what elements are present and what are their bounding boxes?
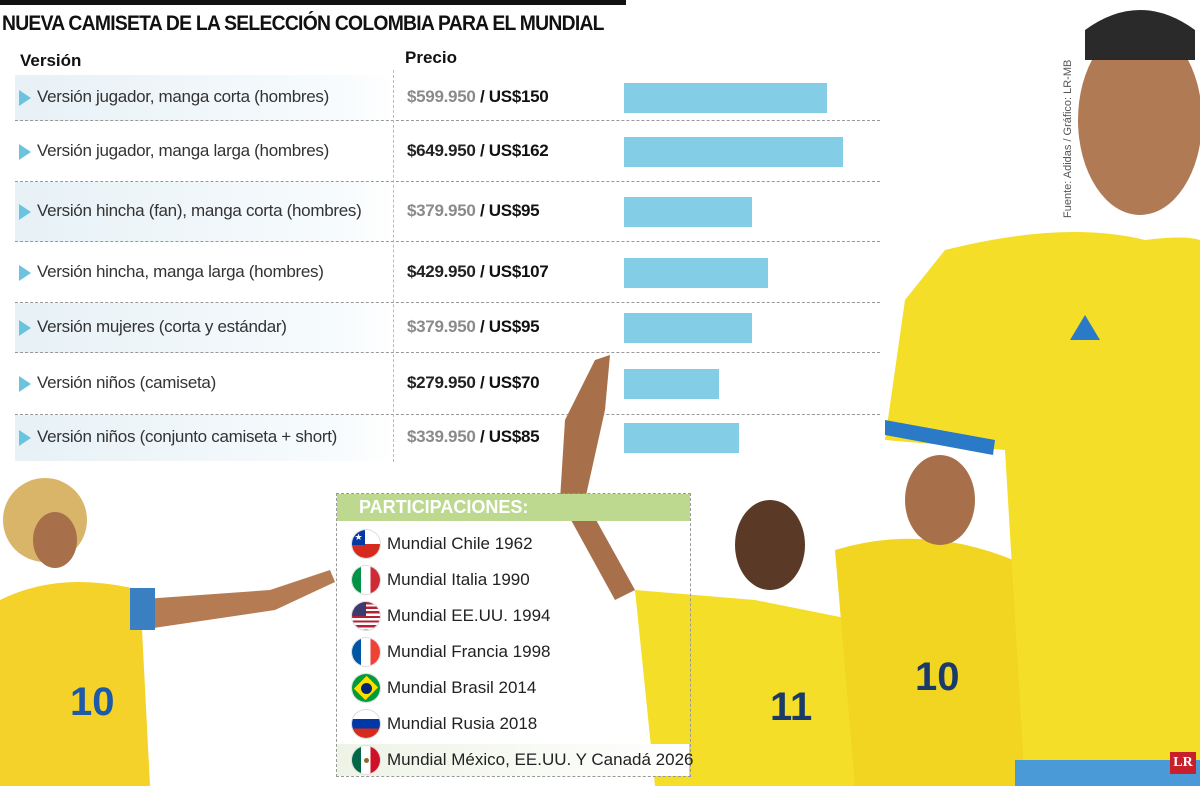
price-bar <box>624 369 719 399</box>
version-label: Versión niños (conjunto camiseta + short… <box>37 427 338 446</box>
participation-label: Mundial Rusia 2018 <box>387 714 538 733</box>
price-cop: $429.950 <box>407 261 476 281</box>
participation-item: Mundial Italia 1990 <box>351 564 530 596</box>
source-credit: Fuente: Adidas / Gráfico: LR-MB <box>1062 59 1074 218</box>
price-bar <box>624 313 753 343</box>
row-separator <box>15 120 880 121</box>
row-shade <box>15 303 395 353</box>
price-cop: $599.950 <box>407 87 476 106</box>
version-label: Versión mujeres (corta y estándar) <box>37 317 287 336</box>
version-label: Versión jugador, manga larga (hombres) <box>37 140 329 160</box>
price-cop: $339.950 <box>407 427 476 446</box>
table-row: Versión jugador, manga corta (hombres) $5… <box>0 75 880 121</box>
price-usd: / US$150 <box>479 87 549 106</box>
model-photo <box>885 10 1200 786</box>
title-rule <box>0 0 626 5</box>
column-divider <box>393 70 394 462</box>
price-bar <box>624 257 769 288</box>
table-row: Versión mujeres (corta y estándar) $379.9… <box>0 303 880 353</box>
price-value: $649.950 / US$162 <box>407 140 549 161</box>
price-value: $429.950 / US$107 <box>407 261 549 282</box>
price-value: $379.950 / US$95 <box>407 201 540 221</box>
row-separator <box>15 414 880 415</box>
version-label: Versión niños (camiseta) <box>37 373 216 392</box>
row-shade <box>15 182 395 242</box>
participation-label: Mundial Brasil 2014 <box>387 678 537 697</box>
participation-item: Mundial EE.UU. 1994 <box>351 600 550 632</box>
table-row: Versión hincha (fan), manga corta (hombr… <box>0 182 880 242</box>
price-usd: / US$95 <box>479 317 540 336</box>
price-cop: $279.950 <box>407 373 476 392</box>
price-cop: $379.950 <box>407 201 476 220</box>
triangle-bullet-icon <box>19 430 31 446</box>
participation-label: Mundial Italia 1990 <box>387 570 530 589</box>
price-bar <box>624 423 739 453</box>
triangle-bullet-icon <box>19 376 31 392</box>
table-row: Versión hincha, manga larga (hombres) $42… <box>0 242 880 303</box>
triangle-bullet-icon <box>19 143 31 160</box>
participation-item: Mundial Francia 1998 <box>351 636 550 668</box>
price-usd: / US$162 <box>479 140 549 160</box>
triangle-bullet-icon <box>19 204 31 220</box>
row-separator <box>15 181 880 182</box>
version-label: Versión jugador, manga corta (hombres) <box>37 87 329 106</box>
price-value: $599.950 / US$150 <box>407 87 549 107</box>
price-column-header: Precio <box>405 48 457 67</box>
russia-flag-icon <box>351 709 381 739</box>
price-bar <box>624 136 843 167</box>
france-flag-icon <box>351 637 381 667</box>
player-photo-valderrama: 10 <box>0 478 335 786</box>
row-separator <box>15 352 880 353</box>
price-bar <box>624 83 827 113</box>
row-shade <box>15 415 395 461</box>
chile-flag-icon: ★ <box>351 529 381 559</box>
italy-flag-icon <box>351 565 381 595</box>
price-cop: $379.950 <box>407 317 476 336</box>
participation-label: Mundial Francia 1998 <box>387 642 551 661</box>
participations-box: PARTICIPACIONES: ★ Mundial Chile 1962 Mund… <box>336 493 694 777</box>
svg-text:10: 10 <box>70 680 115 724</box>
price-usd: / US$107 <box>479 261 549 281</box>
row-separator <box>15 241 880 242</box>
table-row: Versión niños (camiseta) $279.950 / US$70 <box>0 353 880 415</box>
price-value: $379.950 / US$95 <box>407 317 540 337</box>
participations-title: PARTICIPACIONES: <box>337 494 690 521</box>
participation-item: Mundial México, EE.UU. Y Canadá 2026 <box>337 744 694 776</box>
svg-text:10: 10 <box>915 655 960 699</box>
price-cop: $649.950 <box>407 140 476 160</box>
table-row: Versión jugador, manga larga (hombres) $6… <box>0 121 880 182</box>
brazil-flag-icon <box>351 673 381 703</box>
price-usd: / US$70 <box>479 373 540 392</box>
triangle-bullet-icon <box>19 264 31 281</box>
mexico-flag-icon <box>351 745 381 775</box>
price-value: $339.950 / US$85 <box>407 427 540 447</box>
chart-title: NUEVA CAMISETA DE LA SELECCIÓN COLOMBIA … <box>2 12 604 35</box>
participation-item: Mundial Brasil 2014 <box>351 672 536 704</box>
version-label: Versión hincha, manga larga (hombres) <box>37 261 324 281</box>
participation-label: Mundial Chile 1962 <box>387 534 533 553</box>
participation-item: ★ Mundial Chile 1962 <box>351 528 533 560</box>
participation-item: Mundial Rusia 2018 <box>351 708 537 740</box>
price-usd: / US$85 <box>479 427 540 446</box>
version-column-header: Versión <box>20 51 82 70</box>
row-separator <box>15 302 880 303</box>
triangle-bullet-icon <box>19 320 31 336</box>
svg-text:11: 11 <box>770 685 812 729</box>
price-usd: / US$95 <box>479 201 540 220</box>
version-label: Versión hincha (fan), manga corta (hombr… <box>37 201 362 220</box>
usa-flag-icon <box>351 601 381 631</box>
triangle-bullet-icon <box>19 90 31 106</box>
price-value: $279.950 / US$70 <box>407 373 540 393</box>
price-bar <box>624 197 753 227</box>
participation-label: Mundial EE.UU. 1994 <box>387 606 551 625</box>
participation-label: Mundial México, EE.UU. Y Canadá 2026 <box>387 750 694 769</box>
table-row: Versión niños (conjunto camiseta + short… <box>0 415 880 461</box>
lr-logo: LR <box>1170 752 1196 774</box>
row-shade <box>15 75 395 121</box>
